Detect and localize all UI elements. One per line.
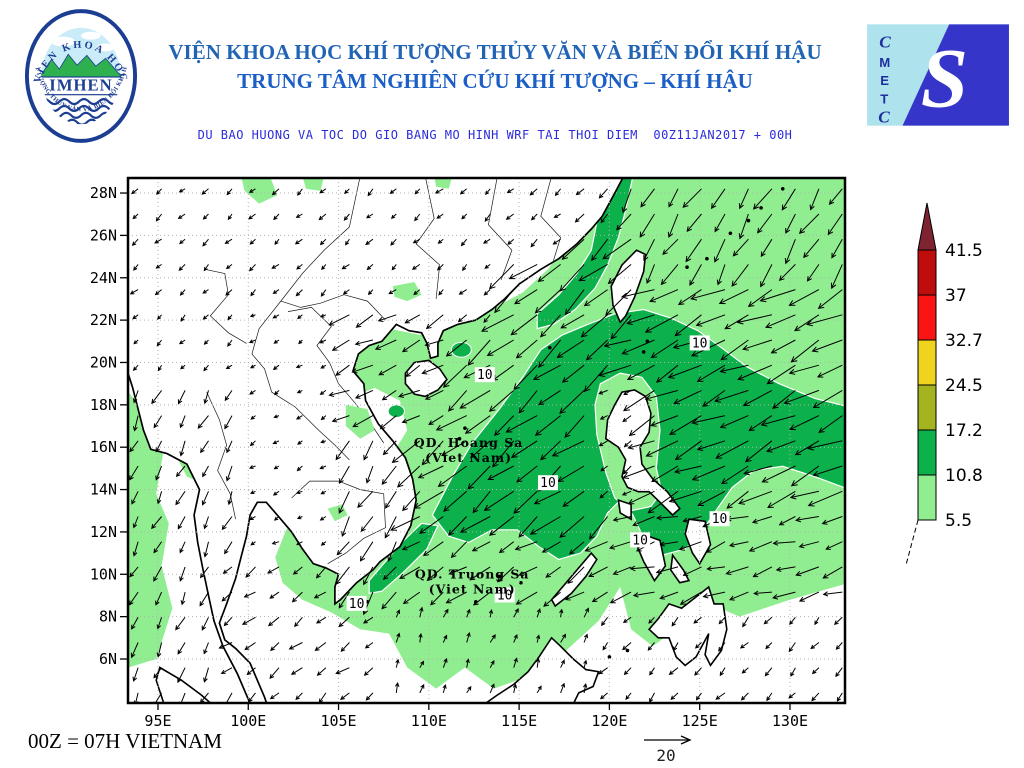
- wind-vector-arrows: [128, 188, 843, 703]
- isotach-contour-labels: 10 10 10 10 10 10 10: [346, 335, 730, 612]
- svg-text:28N: 28N: [90, 184, 117, 202]
- svg-text:(Viet Nam): (Viet Nam): [425, 450, 512, 465]
- svg-text:QD. Hoang Sa: QD. Hoang Sa: [414, 435, 524, 450]
- svg-text:125E: 125E: [682, 712, 718, 730]
- svg-text:24N: 24N: [90, 269, 117, 287]
- svg-text:22N: 22N: [90, 311, 117, 329]
- svg-text:20N: 20N: [90, 353, 117, 371]
- cmetc-s-mark: S: [921, 31, 968, 125]
- cmetc-letters: C M E T C: [878, 33, 891, 127]
- logo-imhen-text: IMHEN: [49, 76, 112, 95]
- svg-text:6N: 6N: [99, 650, 117, 668]
- cmetc-letter-e: E: [880, 73, 889, 88]
- svg-text:10: 10: [712, 512, 728, 527]
- svg-text:10: 10: [540, 476, 556, 491]
- svg-text:130E: 130E: [772, 712, 808, 730]
- svg-text:12N: 12N: [90, 523, 117, 541]
- svg-text:120E: 120E: [591, 712, 627, 730]
- svg-text:10: 10: [692, 336, 708, 351]
- reference-vector: 20: [644, 735, 692, 765]
- svg-text:10: 10: [349, 597, 365, 612]
- svg-text:10N: 10N: [90, 565, 117, 583]
- svg-text:QD. Truong Sa: QD. Truong Sa: [415, 567, 530, 582]
- header-titles: VIỆN KHOA HỌC KHÍ TƯỢNG THỦY VĂN VÀ BIẾN…: [140, 40, 850, 142]
- axis-tick-labels: 28N 26N 24N 22N 20N 18N 16N 14N 12N 10N 8N 6N 95E 100…: [90, 184, 808, 730]
- svg-text:14N: 14N: [90, 481, 117, 499]
- forecast-subtitle: DU BAO HUONG VA TOC DO GIO BANG MO HINH …: [197, 128, 793, 142]
- svg-text:41.5: 41.5: [945, 241, 983, 261]
- svg-text:37: 37: [945, 286, 967, 306]
- cmetc-letter-c1: C: [879, 33, 891, 52]
- center-title: TRUNG TÂM NGHIÊN CỨU KHÍ TƯỢNG – KHÍ HẬU: [237, 69, 753, 93]
- island-group-labels: QD. Hoang Sa(Viet Nam)QD. Truong Sa(Viet…: [414, 435, 530, 597]
- svg-text:10: 10: [632, 533, 648, 548]
- svg-text:95E: 95E: [144, 712, 171, 730]
- wind-speed-colorbar: 41.5 37 32.7 24.5 17.2 10.8 5.5: [905, 202, 983, 566]
- logo-mountains: [41, 53, 121, 78]
- cmetc-letter-t: T: [880, 91, 888, 106]
- svg-text:5.5: 5.5: [945, 511, 972, 531]
- svg-text:17.2: 17.2: [945, 421, 983, 441]
- svg-text:(Viet Nam): (Viet Nam): [429, 582, 516, 597]
- svg-text:10: 10: [497, 588, 513, 603]
- land-wind-patches: [241, 178, 452, 522]
- svg-text:100E: 100E: [230, 712, 266, 730]
- svg-text:24.5: 24.5: [945, 376, 983, 396]
- svg-text:26N: 26N: [90, 226, 117, 244]
- svg-text:10.8: 10.8: [945, 466, 983, 486]
- cmetc-letter-c2: C: [878, 108, 890, 127]
- svg-text:18N: 18N: [90, 396, 117, 414]
- cmetc-letter-m: M: [879, 55, 890, 70]
- map-frame: [126, 176, 847, 705]
- imhen-logo: IMHEN VIEN KHOA HOC KHÍ TƯỢNG THỦY VĂN V…: [19, 2, 140, 144]
- svg-text:10: 10: [477, 368, 493, 383]
- svg-text:115E: 115E: [501, 712, 537, 730]
- svg-text:105E: 105E: [320, 712, 356, 730]
- admin-boundaries: [204, 178, 561, 565]
- cmetc-diagonal: [902, 24, 1009, 126]
- reference-arrow-head: [680, 735, 692, 745]
- svg-text:16N: 16N: [90, 438, 117, 456]
- reference-vector-value: 20: [656, 746, 675, 765]
- institute-title: VIỆN KHOA HỌC KHÍ TƯỢNG THỦY VĂN VÀ BIẾN…: [168, 40, 822, 64]
- svg-text:8N: 8N: [99, 608, 117, 626]
- timezone-note: 00Z = 07H VIETNAM: [28, 729, 222, 753]
- svg-text:110E: 110E: [411, 712, 447, 730]
- cmetc-logo: S C M E T C: [862, 20, 1014, 130]
- svg-text:32.7: 32.7: [945, 331, 983, 351]
